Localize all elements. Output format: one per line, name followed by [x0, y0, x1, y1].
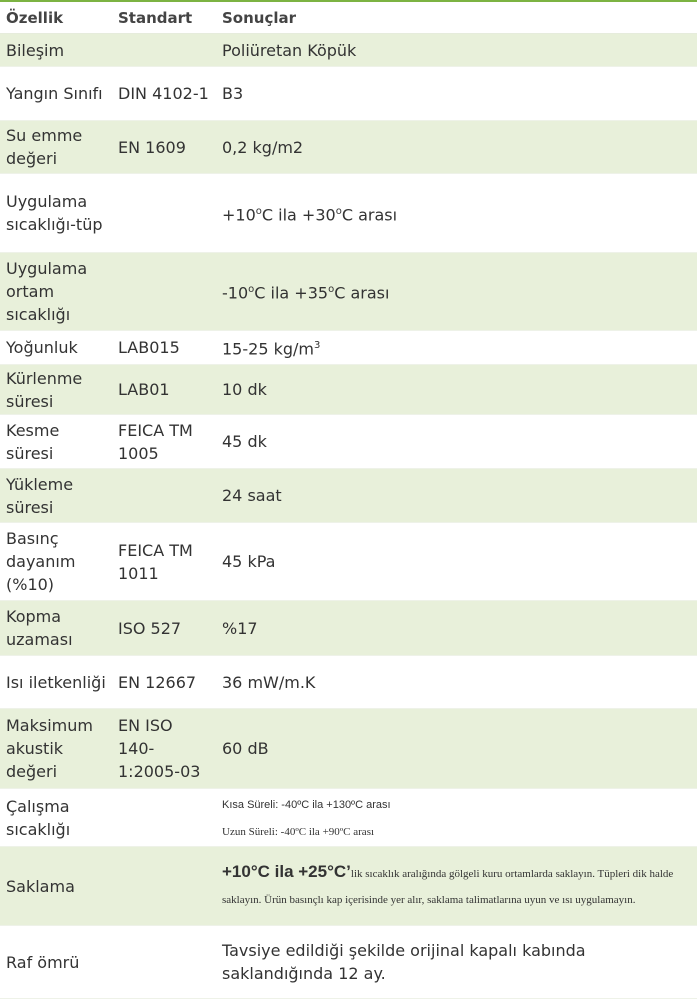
- result-cell: Tavsiye edildiği şekilde orijinal kapalı…: [216, 925, 697, 999]
- property-cell: Saklama: [0, 846, 112, 926]
- table-row: Isı iletkenliği EN 12667 36 mW/m.K: [0, 655, 697, 709]
- header-property: Özellik: [0, 1, 112, 34]
- result-text: -10: [222, 283, 249, 303]
- result-text: Uzun Süreli: -40ºC ila +90ºC arası: [222, 826, 375, 838]
- result-cell: %17: [216, 600, 697, 656]
- property-cell: Kopma uzaması: [0, 600, 112, 656]
- standard-cell: [112, 173, 216, 253]
- result-text: %17: [222, 618, 258, 638]
- table-row: Yükleme süresi 24 saat: [0, 468, 697, 523]
- result-cell: +10°C ila +25°C’lik sıcaklık aralığında …: [216, 846, 697, 926]
- property-cell: Su emme değeri: [0, 120, 112, 174]
- standard-cell: LAB01: [112, 364, 216, 415]
- standard-cell: [112, 788, 216, 847]
- property-cell: Çalışma sıcaklığı: [0, 788, 112, 847]
- superscript: o: [255, 205, 262, 217]
- property-cell: Uygulama sıcaklığı-tüp: [0, 173, 112, 253]
- property-cell: Yangın Sınıfı: [0, 66, 112, 121]
- result-text: 24 saat: [222, 486, 282, 505]
- result-cell: -10oC ila +35oC arası: [216, 252, 697, 331]
- standard-cell: ISO 527: [112, 600, 216, 656]
- table-header-row: Özellik Standart Sonuçlar: [0, 1, 697, 34]
- superscript: o: [248, 284, 255, 296]
- table-row: Basınç dayanım (%10) FEICA TM 1011 45 kPa: [0, 522, 697, 601]
- property-cell: Isı iletkenliği: [0, 655, 112, 709]
- table-row: Saklama +10°C ila +25°C’lik sıcaklık aral…: [0, 846, 697, 926]
- result-text: 60 dB: [222, 739, 269, 758]
- table-row: Maksimum akustik değeri EN ISO 140-1:2005…: [0, 708, 697, 789]
- superscript: 3: [313, 340, 321, 352]
- standard-cell: EN ISO 140-1:2005-03: [112, 708, 216, 789]
- result-text: 36 mW/m.K: [222, 672, 316, 692]
- standard-cell: LAB015: [112, 330, 216, 365]
- standard-cell: [112, 468, 216, 523]
- result-cell: 36 mW/m.K: [216, 655, 697, 709]
- result-text: 0,2 kg/m2: [222, 137, 304, 157]
- result-cell: +10oC ila +30oC arası: [216, 173, 697, 253]
- standard-cell: EN 1609: [112, 120, 216, 174]
- table-row: Uygulama ortam sıcaklığı -10oC ila +35oC …: [0, 252, 697, 331]
- standard-cell: [112, 925, 216, 999]
- result-cell: 60 dB: [216, 708, 697, 789]
- result-cell: 45 dk: [216, 414, 697, 469]
- property-cell: Raf ömrü: [0, 925, 112, 999]
- result-cell: Poliüretan Köpük: [216, 33, 697, 67]
- property-cell: Kürlenme süresi: [0, 364, 112, 415]
- result-text: C arası: [334, 283, 390, 303]
- table-row: Kopma uzaması ISO 527 %17: [0, 600, 697, 656]
- result-text: +10°C ila +25°C’: [222, 862, 351, 881]
- result-cell: 45 kPa: [216, 522, 697, 601]
- result-cell: 15-25 kg/m3: [216, 330, 697, 365]
- standard-cell: EN 12667: [112, 655, 216, 709]
- result-text: C ila +30: [261, 205, 336, 225]
- result-text: +10: [222, 205, 256, 225]
- table-row: Bileşim Poliüretan Köpük: [0, 33, 697, 67]
- standard-cell: [112, 252, 216, 331]
- standard-cell: FEICA TM 1005: [112, 414, 216, 469]
- header-results: Sonuçlar: [216, 1, 697, 34]
- property-cell: Yoğunluk: [0, 330, 112, 365]
- result-cell: 24 saat: [216, 468, 697, 523]
- result-cell: 10 dk: [216, 364, 697, 415]
- table-row: Kesme süresi FEICA TM 1005 45 dk: [0, 414, 697, 469]
- property-cell: Bileşim: [0, 33, 112, 67]
- standard-cell: FEICA TM 1011: [112, 522, 216, 601]
- standard-cell: DIN 4102-1: [112, 66, 216, 121]
- result-text: Poliüretan Köpük: [222, 40, 357, 60]
- result-text: Tavsiye edildiği şekilde orijinal kapalı…: [222, 941, 586, 983]
- property-cell: Yükleme süresi: [0, 468, 112, 523]
- result-text: B3: [222, 84, 244, 103]
- property-cell: Kesme süresi: [0, 414, 112, 469]
- header-standard: Standart: [112, 1, 216, 34]
- table-row: Su emme değeri EN 1609 0,2 kg/m2: [0, 120, 697, 174]
- result-text: 45 kPa: [222, 552, 276, 571]
- result-text: C arası: [341, 205, 398, 225]
- result-text: 45 dk: [222, 432, 267, 451]
- result-text: lik sıcaklık aralığında gölgeli kuru ort…: [222, 868, 674, 906]
- standard-cell: [112, 846, 216, 926]
- property-cell: Uygulama ortam sıcaklığı: [0, 252, 112, 331]
- result-cell: 0,2 kg/m2: [216, 120, 697, 174]
- result-text: 15-25 kg/m: [222, 339, 314, 359]
- table-row: Raf ömrü Tavsiye edildiği şekilde orijina…: [0, 925, 697, 999]
- superscript: o: [328, 284, 335, 296]
- table-row: Uygulama sıcaklığı-tüp +10oC ila +30oC ar…: [0, 173, 697, 253]
- superscript: o: [335, 205, 342, 217]
- result-text: Kısa Süreli: -40ºC ila +130ºC arası: [222, 799, 391, 811]
- result-text: C ila +35: [254, 283, 329, 303]
- result-cell: B3: [216, 66, 697, 121]
- table-row: Yangın Sınıfı DIN 4102-1 B3: [0, 66, 697, 121]
- standard-cell: [112, 33, 216, 67]
- property-cell: Maksimum akustik değeri: [0, 708, 112, 789]
- property-cell: Basınç dayanım (%10): [0, 522, 112, 601]
- table-row: Yoğunluk LAB015 15-25 kg/m3: [0, 330, 697, 365]
- table-row: Çalışma sıcaklığı Kısa Süreli: -40ºC ila …: [0, 788, 697, 847]
- table-row: Kürlenme süresi LAB01 10 dk: [0, 364, 697, 415]
- result-cell: Kısa Süreli: -40ºC ila +130ºC arası Uzun …: [216, 788, 697, 847]
- result-text: 10 dk: [222, 380, 267, 399]
